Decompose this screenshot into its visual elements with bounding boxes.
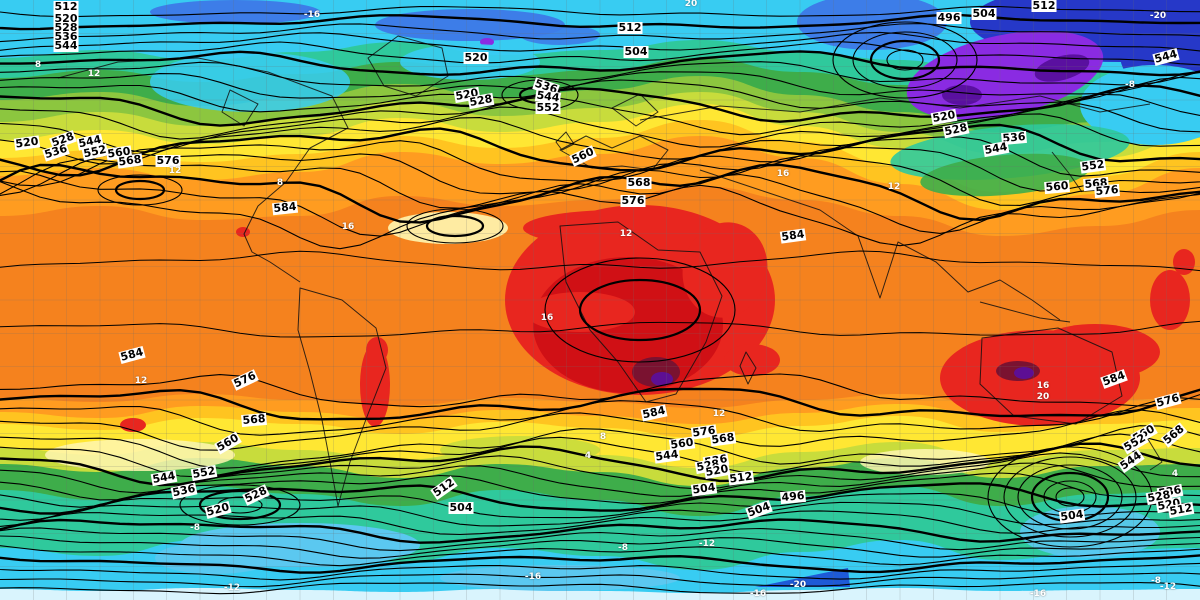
contours-layer: [0, 5, 1200, 595]
closed-contours-layer: [97, 21, 1153, 548]
